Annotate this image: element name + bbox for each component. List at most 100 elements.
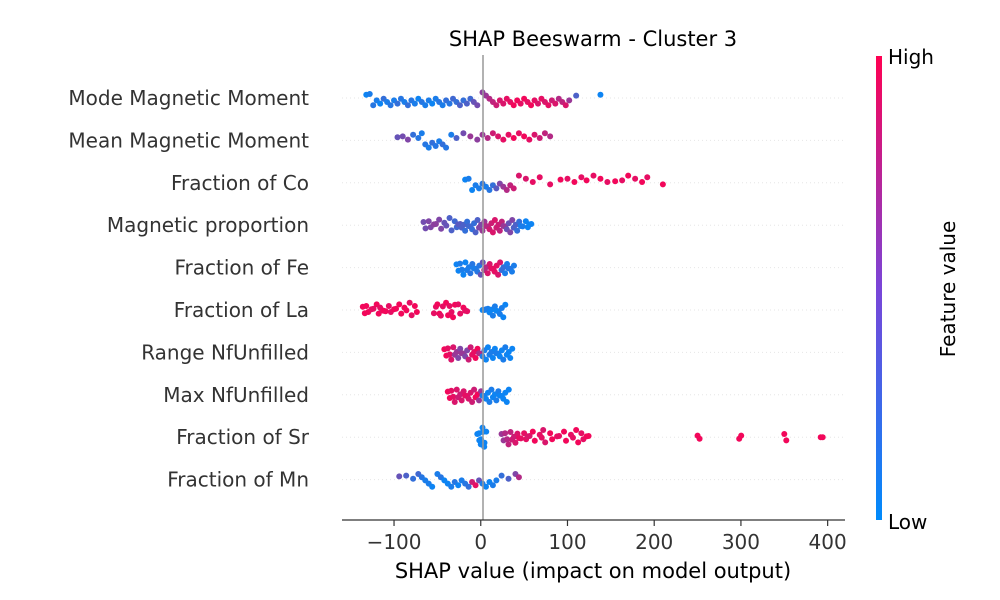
- shap-point: [517, 435, 524, 442]
- shap-point: [738, 432, 745, 439]
- shap-point: [410, 131, 417, 138]
- shap-point: [465, 483, 472, 490]
- shap-point: [507, 355, 514, 361]
- shap-point: [547, 181, 554, 188]
- shap-point: [455, 355, 462, 361]
- shap-point: [552, 100, 559, 107]
- shap-point: [403, 472, 410, 479]
- shap-point: [488, 386, 495, 393]
- shap-point: [491, 217, 498, 223]
- shap-point: [484, 344, 491, 351]
- shap-point: [573, 92, 580, 99]
- shap-point: [474, 217, 481, 223]
- shap-point: [415, 135, 422, 141]
- shap-point: [564, 175, 571, 182]
- shap-point: [531, 131, 538, 138]
- shap-point: [541, 130, 548, 137]
- shap-point: [590, 172, 597, 179]
- shap-point: [561, 428, 568, 435]
- shap-point: [394, 100, 401, 107]
- shap-point: [500, 356, 507, 363]
- shap-point: [597, 91, 604, 98]
- x-tick-label: 300: [722, 530, 760, 554]
- shap-point: [469, 399, 476, 405]
- shap-point: [604, 179, 611, 185]
- x-tick-label: −100: [367, 530, 422, 554]
- shap-point: [502, 301, 509, 308]
- shap-point: [446, 215, 453, 221]
- shap-point: [476, 397, 483, 404]
- shap-point: [503, 187, 510, 193]
- shap-point: [696, 435, 703, 442]
- shap-point: [569, 434, 576, 441]
- shap-point: [493, 185, 500, 192]
- shap-point: [471, 386, 478, 393]
- shap-point: [434, 301, 441, 308]
- shap-point: [542, 439, 549, 446]
- x-tick-label: 0: [474, 530, 487, 554]
- shap-point: [455, 482, 462, 489]
- shap-point: [446, 100, 453, 107]
- shap-point: [509, 345, 516, 352]
- shap-point: [450, 314, 457, 321]
- shap-point: [469, 187, 476, 193]
- shap-point: [502, 430, 509, 437]
- shap-point: [432, 143, 439, 149]
- shap-point: [455, 301, 462, 308]
- shap-point: [465, 356, 472, 363]
- feature-label: Fraction of La: [174, 298, 309, 322]
- shap-point: [500, 314, 507, 321]
- shap-point: [540, 427, 547, 433]
- shap-point: [563, 437, 570, 444]
- shap-point: [495, 133, 502, 140]
- shap-point: [578, 430, 585, 437]
- shap-point: [498, 472, 505, 479]
- shap-point: [460, 130, 467, 137]
- shap-point: [458, 397, 465, 404]
- shap-point: [497, 259, 504, 266]
- shap-point: [493, 477, 500, 484]
- shap-point: [456, 260, 463, 267]
- colorbar-high-label: High: [888, 45, 934, 69]
- shap-point: [382, 308, 389, 315]
- shap-point: [493, 397, 500, 404]
- shap-point: [436, 216, 443, 223]
- shap-point: [448, 309, 455, 315]
- chart-title: SHAP Beeswarm - Cluster 3: [449, 27, 737, 51]
- shap-point: [578, 174, 585, 181]
- shap-point: [430, 310, 437, 317]
- shap-point: [529, 428, 536, 435]
- shap-point: [528, 221, 535, 227]
- shap-point: [398, 310, 405, 317]
- shap-point: [472, 355, 479, 361]
- shap-point: [625, 172, 632, 179]
- shap-point: [387, 102, 394, 109]
- shap-point: [411, 100, 418, 107]
- shap-point: [429, 100, 436, 107]
- shap-point: [783, 437, 790, 444]
- shap-point: [481, 443, 488, 450]
- shap-point: [545, 102, 552, 109]
- shap-point: [515, 172, 522, 179]
- shap-point: [483, 428, 490, 435]
- shap-point: [462, 259, 469, 266]
- shap-point: [583, 177, 590, 184]
- shap-point: [489, 229, 496, 236]
- shap-point: [547, 133, 554, 140]
- shap-point: [394, 134, 401, 141]
- shap-point: [467, 270, 474, 277]
- shap-point: [450, 393, 457, 400]
- shap-point: [396, 301, 403, 308]
- shap-point: [363, 303, 370, 309]
- shap-point: [448, 131, 455, 138]
- shap-point: [496, 227, 503, 234]
- shap-point: [472, 229, 479, 236]
- shap-point: [505, 475, 512, 482]
- shap-point: [486, 187, 493, 193]
- shap-point: [515, 474, 522, 481]
- shap-point: [467, 344, 474, 351]
- shap-point: [408, 312, 415, 319]
- feature-label: Range NfUnfilled: [141, 340, 309, 364]
- shap-point: [413, 309, 420, 315]
